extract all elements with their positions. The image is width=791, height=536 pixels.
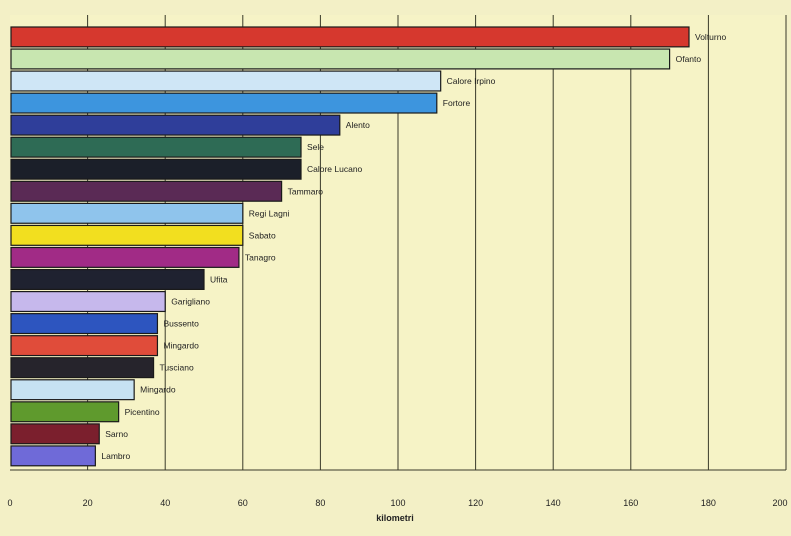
bar-label: Picentino: [125, 407, 160, 417]
bar-label: Alento: [346, 120, 370, 130]
x-tick-label: 140: [546, 498, 561, 508]
x-tick-label: 0: [7, 498, 12, 508]
x-tick-label: 200: [772, 498, 787, 508]
bar-label: Sabato: [249, 230, 276, 240]
bar-label: Lambro: [101, 451, 130, 461]
bar: [10, 445, 96, 467]
bars: [10, 26, 690, 467]
bar: [10, 136, 302, 158]
x-tick-label: 160: [623, 498, 638, 508]
bar-label: Tusciano: [160, 363, 194, 373]
bar-label: Sarno: [105, 429, 128, 439]
x-tick-label: 40: [160, 498, 170, 508]
bar-label: Tammaro: [288, 186, 324, 196]
bar-label: Mingardo: [163, 341, 199, 351]
bar: [10, 291, 166, 313]
bar-label: Calore Irpino: [447, 76, 496, 86]
bar: [10, 202, 244, 224]
bar: [10, 224, 244, 246]
x-tick-labels: 0 20 40 60 80 100 120 140 160 180 200: [7, 498, 787, 508]
bar: [10, 335, 159, 357]
bar: [10, 401, 120, 423]
bar-label: Calore Lucano: [307, 164, 363, 174]
bar-label: Mingardo: [140, 385, 176, 395]
bar-label: Volturno: [695, 32, 726, 42]
bar-label: Regi Lagni: [249, 208, 290, 218]
x-tick-label: 100: [390, 498, 405, 508]
bar: [10, 114, 341, 136]
bar-label: Sele: [307, 142, 324, 152]
bar: [10, 268, 205, 290]
x-tick-label: 120: [468, 498, 483, 508]
x-tick-label: 60: [238, 498, 248, 508]
bar: [10, 180, 283, 202]
bar: [10, 48, 671, 70]
bar-label: Garigliano: [171, 297, 210, 307]
bar-label: Bussento: [163, 319, 199, 329]
bar: [10, 92, 438, 114]
bar: [10, 423, 100, 445]
bar: [10, 70, 442, 92]
bar-label: Tanagro: [245, 252, 276, 262]
bar-label: Fortore: [443, 98, 471, 108]
x-axis-label: kilometri: [376, 513, 414, 523]
x-tick-label: 80: [315, 498, 325, 508]
bar: [10, 313, 159, 335]
bar-labels: Volturno Ofanto Calore Irpino Fortore Alento…: [101, 32, 726, 461]
bar-label: Ofanto: [676, 54, 702, 64]
bar: [10, 379, 135, 401]
bar: [10, 158, 302, 180]
x-tick-label: 20: [83, 498, 93, 508]
bar-label: Ufita: [210, 274, 228, 284]
bar: [10, 26, 690, 48]
bar: [10, 357, 155, 379]
bar: [10, 246, 240, 268]
x-tick-label: 180: [701, 498, 716, 508]
